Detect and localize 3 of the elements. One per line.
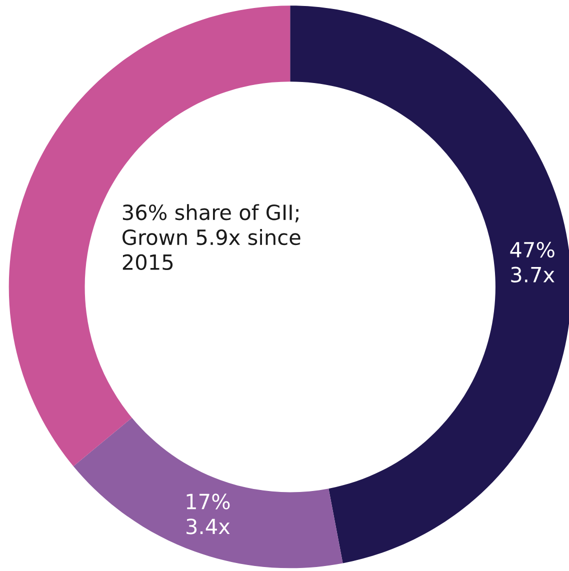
data-label: 17% 3.4x [186,494,230,534]
data-label: 47% 3.7x [510,242,554,283]
text: 36% share of GII; Grown 5.9x since 2015 [122,204,300,270]
